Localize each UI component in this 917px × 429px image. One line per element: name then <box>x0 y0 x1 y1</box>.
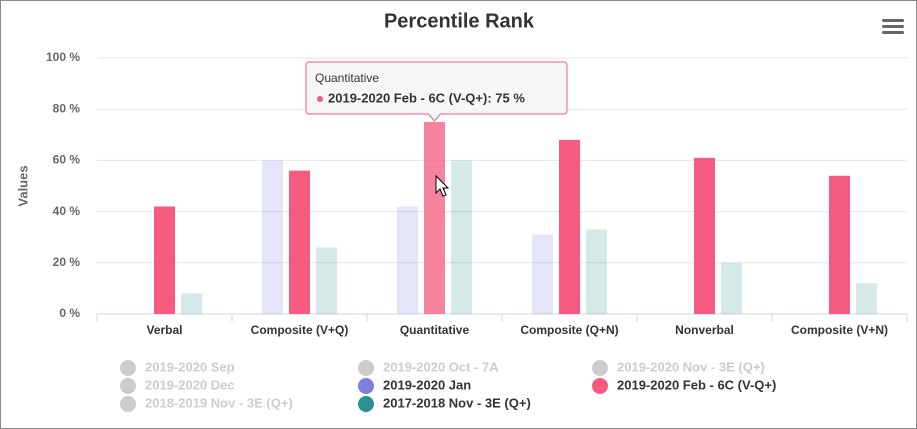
legend-symbol <box>592 378 608 394</box>
menu-bar <box>882 25 904 28</box>
legend-symbol <box>592 360 608 376</box>
legend-label: 2019-2020 Dec <box>145 377 235 392</box>
legend-symbol <box>120 360 136 376</box>
legend-label: 2019-2020 Nov - 3E (Q+) <box>617 359 765 374</box>
menu-bar <box>882 31 904 34</box>
legend-item[interactable]: 2019-2020 Jan <box>358 377 471 394</box>
legend-label: 2019-2020 Jan <box>383 377 471 392</box>
y-tick-label: 100 % <box>46 50 80 64</box>
legend-item[interactable]: 2019-2020 Nov - 3E (Q+) <box>592 359 765 376</box>
legend-item[interactable]: 2019-2020 Feb - 6C (V-Q+) <box>592 377 776 394</box>
legend-item[interactable]: 2019-2020 Oct - 7A <box>358 359 499 376</box>
legend-item[interactable]: 2017-2018 Nov - 3E (Q+) <box>358 395 531 412</box>
x-tick-label: Composite (V+N) <box>791 323 888 337</box>
legend-symbol <box>358 360 374 376</box>
legend-label: 2019-2020 Feb - 6C (V-Q+) <box>617 377 776 392</box>
bar <box>451 160 472 314</box>
bar <box>289 170 310 314</box>
bar <box>316 247 337 314</box>
y-tick-label: 20 % <box>53 255 81 269</box>
x-tick-label: Composite (Q+N) <box>520 323 618 337</box>
bar <box>721 262 742 314</box>
chart-title: Percentile Rank <box>384 10 535 32</box>
x-tick-label: Nonverbal <box>675 323 734 337</box>
legend-item[interactable]: 2019-2020 Sep <box>120 359 235 376</box>
y-tick-label: 80 % <box>53 101 81 115</box>
legend-label: 2017-2018 Nov - 3E (Q+) <box>383 395 531 410</box>
bar <box>829 175 850 314</box>
bar <box>154 206 175 314</box>
bar <box>532 234 553 314</box>
legend-label: 2019-2020 Oct - 7A <box>383 359 499 374</box>
bar <box>424 122 445 314</box>
menu-button[interactable] <box>882 19 904 34</box>
tooltip-symbol <box>317 96 323 102</box>
legend-symbol <box>358 378 374 394</box>
legend-symbol <box>120 396 136 412</box>
bar <box>856 283 877 314</box>
legend-symbol <box>120 378 136 394</box>
tooltip: Quantitative 2019-2020 Feb - 6C (V-Q+): 7… <box>305 61 568 122</box>
y-tick-label: 40 % <box>53 204 81 218</box>
bar <box>586 229 607 314</box>
bar <box>397 206 418 314</box>
bar <box>262 160 283 314</box>
x-tick-label: Quantitative <box>400 323 470 337</box>
tooltip-header: Quantitative <box>315 71 379 85</box>
y-tick-label: 60 % <box>53 153 81 167</box>
legend-item[interactable]: 2018-2019 Nov - 3E (Q+) <box>120 395 293 412</box>
bar <box>181 293 202 314</box>
tooltip-text: 2019-2020 Feb - 6C (V-Q+): 75 % <box>328 90 525 105</box>
bar <box>559 139 580 314</box>
tooltip-box <box>305 61 568 122</box>
y-tick-label: 0 % <box>59 306 80 320</box>
bar <box>694 157 715 314</box>
legend-item[interactable]: 2019-2020 Dec <box>120 377 235 394</box>
menu-bar <box>882 19 904 22</box>
x-tick-label: Composite (V+Q) <box>251 323 349 337</box>
legend-label: 2018-2019 Nov - 3E (Q+) <box>145 395 293 410</box>
x-tick-label: Verbal <box>146 323 182 337</box>
cursor <box>435 174 450 197</box>
y-axis-title: Values <box>15 165 30 206</box>
legend-label: 2019-2020 Sep <box>145 359 235 374</box>
legend-symbol <box>358 396 374 412</box>
